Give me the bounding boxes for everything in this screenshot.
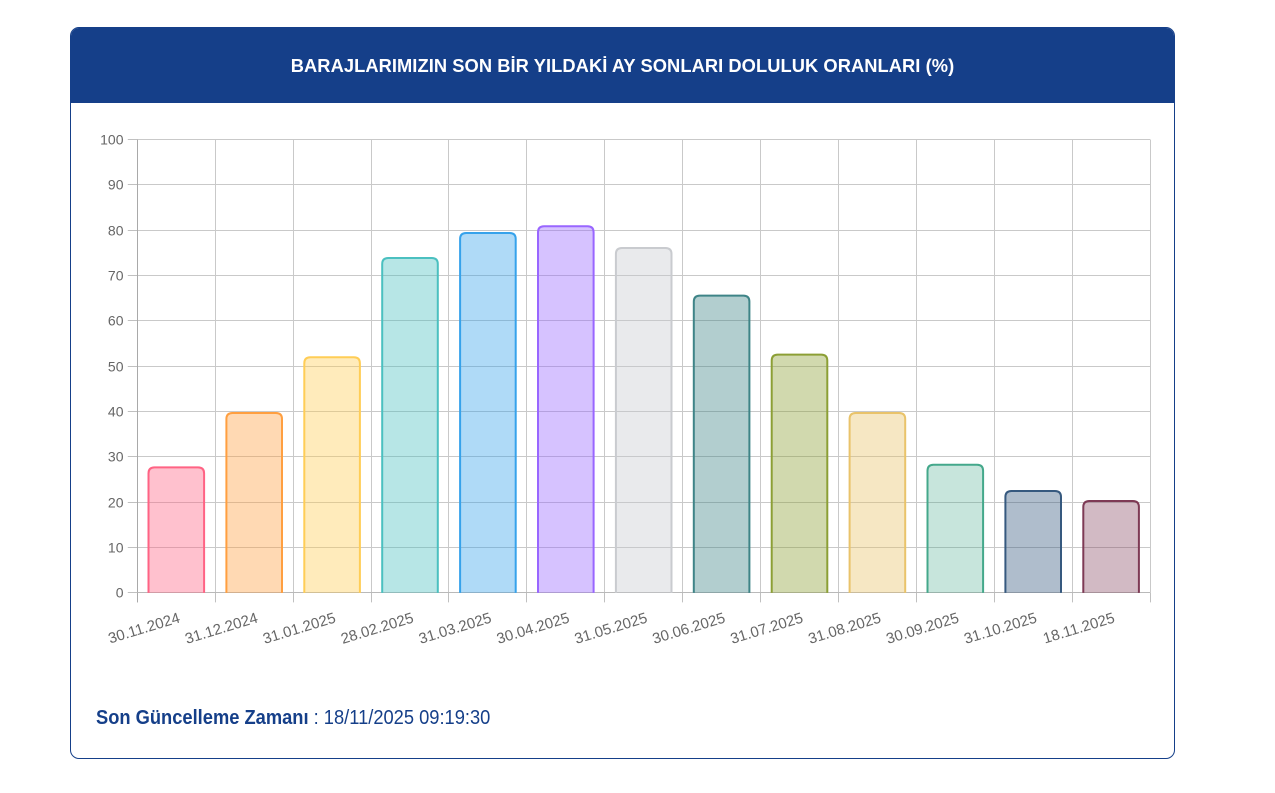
svg-text:28.02.2025: 28.02.2025 (339, 610, 416, 648)
svg-text:50: 50 (108, 359, 124, 375)
svg-text:100: 100 (100, 132, 124, 148)
svg-text:0: 0 (116, 585, 124, 601)
svg-text:80: 80 (108, 223, 124, 239)
svg-text:30.06.2025: 30.06.2025 (651, 610, 728, 648)
svg-text:90: 90 (108, 177, 124, 193)
svg-text:60: 60 (108, 313, 124, 329)
svg-text:18.11.2025: 18.11.2025 (1041, 610, 1117, 648)
svg-text:31.08.2025: 31.08.2025 (806, 610, 883, 648)
svg-text:30: 30 (108, 449, 124, 465)
svg-text:31.01.2025: 31.01.2025 (261, 610, 338, 648)
svg-text:40: 40 (108, 404, 124, 420)
svg-text:10: 10 (108, 540, 124, 556)
svg-text:31.07.2025: 31.07.2025 (728, 610, 805, 648)
svg-text:70: 70 (108, 268, 124, 284)
svg-text:31.05.2025: 31.05.2025 (573, 610, 650, 648)
svg-text:30.09.2025: 30.09.2025 (884, 610, 961, 648)
svg-text:20: 20 (108, 495, 124, 511)
svg-text:30.11.2024: 30.11.2024 (106, 610, 182, 648)
svg-text:31.10.2025: 31.10.2025 (962, 610, 1039, 648)
svg-text:30.04.2025: 30.04.2025 (495, 610, 572, 648)
svg-text:31.03.2025: 31.03.2025 (417, 610, 494, 648)
svg-text:31.12.2024: 31.12.2024 (183, 610, 260, 648)
